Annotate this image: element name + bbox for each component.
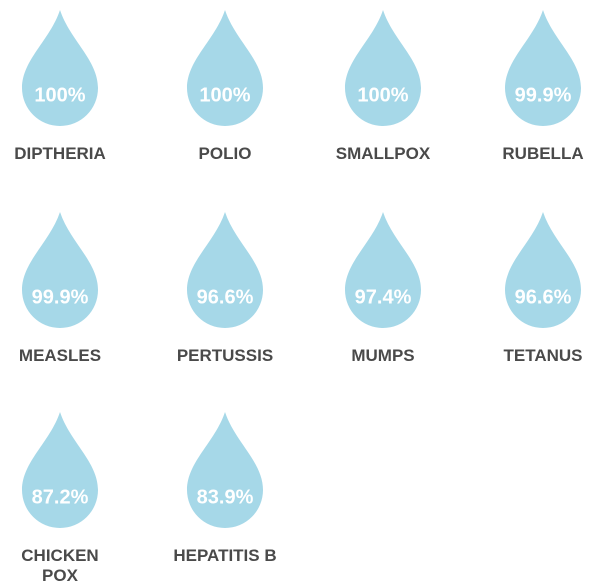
- disease-name: PERTUSSIS: [176, 346, 274, 365]
- percentage: 99.9%: [515, 84, 572, 106]
- drop: [345, 10, 421, 126]
- disease-name: POLIO: [198, 144, 252, 163]
- disease-name: DIPTHERIA: [14, 144, 106, 163]
- percentage: 100%: [34, 84, 85, 106]
- percentage: 99.9%: [32, 286, 89, 308]
- drop: [345, 212, 421, 328]
- percentage: 96.6%: [515, 286, 572, 308]
- percentage: 83.9%: [197, 486, 254, 508]
- disease-name: TETANUS: [503, 346, 583, 365]
- percentage: 96.6%: [197, 286, 254, 308]
- percentage: 100%: [199, 84, 250, 106]
- disease-name: MEASLES: [18, 346, 102, 365]
- disease-name: RUBELLA: [502, 144, 584, 163]
- drop: [22, 10, 98, 126]
- disease-name: SMALLPOX: [335, 144, 431, 163]
- percentage: 97.4%: [355, 286, 412, 308]
- percentage: 100%: [357, 84, 408, 106]
- percentage: 87.2%: [32, 486, 89, 508]
- drop: [187, 212, 263, 328]
- disease-name: HEPATITIS B: [173, 546, 277, 565]
- drop: [505, 212, 581, 328]
- drop: [22, 212, 98, 328]
- disease-name: CHICKEN POX: [21, 546, 99, 585]
- disease-name: MUMPS: [351, 346, 415, 365]
- drop: [187, 412, 263, 528]
- drop: [187, 10, 263, 126]
- drop: [22, 412, 98, 528]
- drop: [505, 10, 581, 126]
